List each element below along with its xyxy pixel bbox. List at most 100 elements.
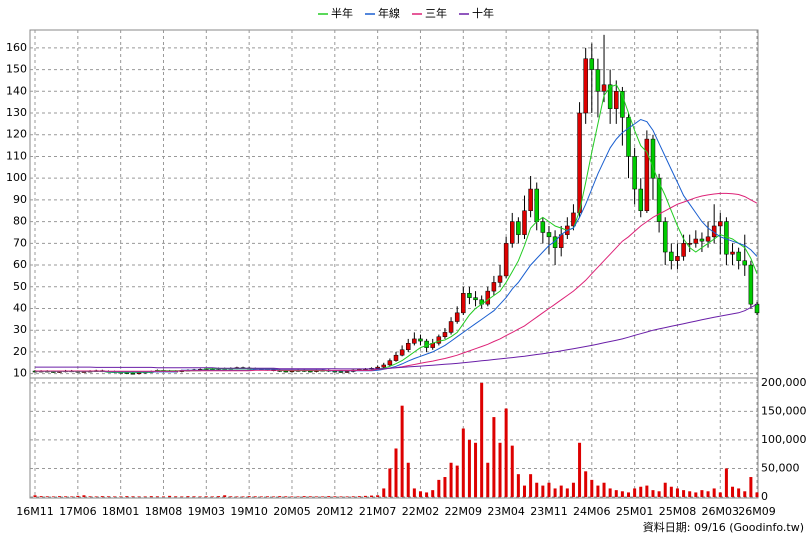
volume-bar xyxy=(651,490,655,497)
volume-bar xyxy=(596,485,600,497)
candle-body xyxy=(540,221,546,233)
y-tick-label: 30 xyxy=(13,323,27,336)
volume-bar xyxy=(357,496,361,497)
x-tick-label: 19M03 xyxy=(188,505,226,518)
candle-body xyxy=(632,156,637,190)
volume-bar xyxy=(70,496,74,497)
candle-body xyxy=(454,312,460,322)
x-tick-label: 23M11 xyxy=(530,505,568,518)
volume-bar xyxy=(88,496,92,497)
volume-bar xyxy=(204,496,208,497)
volume-bar xyxy=(437,479,441,497)
volume-bar xyxy=(290,496,294,497)
y-tick-label: 70 xyxy=(13,236,27,249)
volume-bar xyxy=(186,496,190,497)
volume-bar xyxy=(64,496,68,497)
candle-body xyxy=(595,69,601,92)
candle-body xyxy=(669,251,674,261)
volume-bar xyxy=(706,491,710,497)
y-tick-label: 90 xyxy=(13,193,27,206)
candle-body xyxy=(491,282,497,292)
y-tick-label: 120 xyxy=(6,128,27,141)
candle-body xyxy=(516,221,521,235)
volume-bar xyxy=(113,496,117,497)
volume-bar xyxy=(510,445,514,497)
volume-bar xyxy=(694,492,698,497)
candle-body xyxy=(571,212,576,227)
volume-bar xyxy=(351,496,355,497)
candle-body xyxy=(393,354,399,361)
volume-bar xyxy=(168,495,172,497)
volume-bar xyxy=(174,496,178,497)
candle-body xyxy=(736,251,741,261)
volume-bar xyxy=(345,496,349,497)
x-tick-label: 18M01 xyxy=(102,505,140,518)
volume-bar xyxy=(474,442,478,497)
volume-bar xyxy=(333,496,337,497)
candle-body xyxy=(724,221,729,255)
candle-body xyxy=(644,138,650,212)
volume-bar xyxy=(198,496,202,497)
volume-bar xyxy=(33,495,37,497)
y-tick-label: 80 xyxy=(13,215,27,228)
volume-bar xyxy=(400,405,404,497)
x-tick-label: 22M09 xyxy=(445,505,483,518)
volume-bar xyxy=(39,496,43,497)
volume-bar xyxy=(675,488,679,497)
volume-bar xyxy=(302,496,306,497)
volume-bar xyxy=(363,495,367,497)
volume-bar xyxy=(314,496,318,497)
plot-frame xyxy=(29,29,759,499)
y-tick-label: 40 xyxy=(13,301,27,314)
volume-bar xyxy=(155,496,159,497)
volume-bar xyxy=(602,482,606,497)
volume-bar xyxy=(614,490,618,497)
candle-body xyxy=(614,91,619,109)
volume-bar xyxy=(449,462,453,497)
volume-bar xyxy=(529,474,533,497)
volume-bar xyxy=(161,496,165,497)
candle-body xyxy=(308,370,313,373)
volume-bar xyxy=(578,442,582,497)
volume-bar xyxy=(663,482,667,497)
volume-bar xyxy=(590,479,594,497)
x-tick-label: 21M07 xyxy=(359,505,397,518)
volume-bar xyxy=(743,491,747,497)
volume-bar xyxy=(553,488,557,497)
volume-bar xyxy=(431,490,435,497)
volume-bar xyxy=(217,496,221,497)
candle-body xyxy=(344,371,350,373)
candle-body xyxy=(693,238,699,244)
volume-bar xyxy=(100,496,104,497)
candle-body xyxy=(687,243,692,245)
volume-bar xyxy=(645,485,649,497)
volume-bar xyxy=(253,496,257,497)
candle-body xyxy=(626,117,631,157)
volume-bar xyxy=(376,495,380,497)
x-tick-label: 17M06 xyxy=(59,505,97,518)
candle-body xyxy=(130,372,136,375)
volume-bar xyxy=(125,496,129,497)
candle-body xyxy=(577,112,582,214)
volume-bar xyxy=(682,490,686,497)
x-tick-label: 25M01 xyxy=(616,505,654,518)
x-tick-label: 20M05 xyxy=(273,505,311,518)
candle-body xyxy=(534,188,539,222)
volume-bar xyxy=(657,491,661,497)
volume-bar xyxy=(443,477,447,497)
candle-body xyxy=(399,349,405,356)
candle-body xyxy=(461,293,466,314)
volume-bar xyxy=(394,448,398,497)
volume-bar xyxy=(731,486,735,497)
y-tick-label: 110 xyxy=(6,149,27,162)
candle-body xyxy=(387,360,393,366)
volume-bar xyxy=(455,465,459,497)
volume-bar xyxy=(137,496,141,497)
volume-bar xyxy=(149,496,153,497)
candle-body xyxy=(473,297,478,301)
volume-bar xyxy=(608,488,612,497)
volume-bar xyxy=(535,482,539,497)
candle-body xyxy=(381,364,387,368)
volume-bar xyxy=(620,491,624,497)
candle-body xyxy=(681,243,686,257)
